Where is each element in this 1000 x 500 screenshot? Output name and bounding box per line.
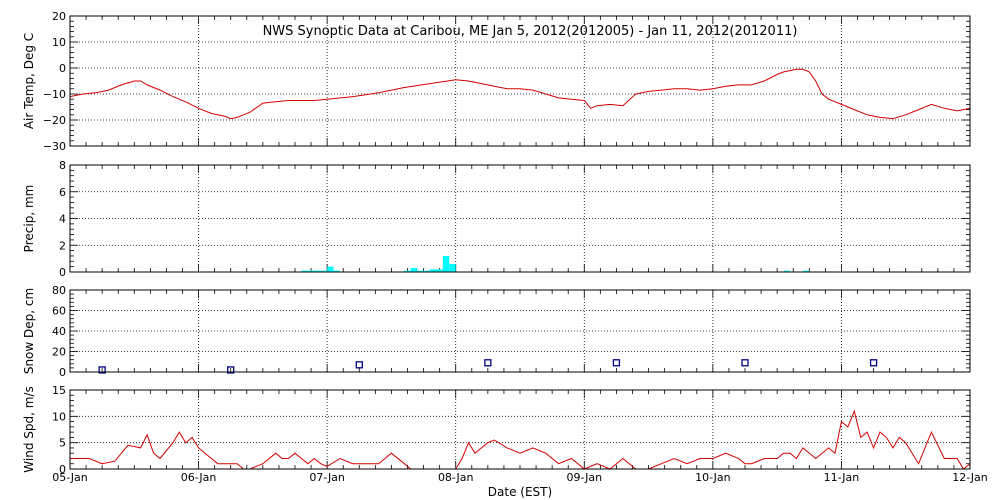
x-tick-label: 05-Jan <box>52 471 88 484</box>
precip-bar <box>410 267 418 272</box>
precip-ytick-label: 0 <box>59 266 66 279</box>
air-temp-ytick-label: −20 <box>43 114 66 127</box>
x-axis-label: Date (EST) <box>488 485 552 499</box>
snow-depth-ytick-label: 80 <box>52 284 66 297</box>
air-temp-series-line <box>69 68 971 120</box>
x-tick-label: 08-Jan <box>438 471 474 484</box>
precip-ytick-label: 4 <box>59 213 66 226</box>
air-temp-frame <box>69 15 971 147</box>
wind-speed-series-line <box>70 409 971 470</box>
precip-bar <box>320 270 328 272</box>
wind-speed-ytick-label: 0 <box>59 463 66 476</box>
snow-depth-ytick-label: 0 <box>59 366 66 379</box>
snow-depth-point <box>227 366 235 374</box>
air-temp-ytick-label: 10 <box>52 36 66 49</box>
precip-frame <box>69 164 971 273</box>
x-tick-label: 09-Jan <box>567 471 603 484</box>
air-temp-ytick-label: 20 <box>52 10 66 23</box>
precip-bar <box>430 269 437 272</box>
precip-bar <box>333 270 340 272</box>
snow-depth-point <box>869 359 878 367</box>
wind-speed-frame <box>69 389 971 470</box>
snow-depth-point <box>741 359 749 367</box>
chart-title: NWS Synoptic Data at Caribou, ME Jan 5, … <box>263 24 798 39</box>
snow-depth-ytick-label: 20 <box>52 346 66 359</box>
x-tick-label: 07-Jan <box>309 471 345 484</box>
precip-bar <box>314 270 321 272</box>
precip-bar <box>449 263 456 272</box>
precip-bar <box>802 270 810 272</box>
snow-depth-frame <box>69 289 971 373</box>
precip-ytick-label: 8 <box>59 159 66 172</box>
wind-speed-ytick-label: 5 <box>59 437 66 450</box>
snow-depth-ytick-label: 40 <box>52 325 66 338</box>
snow-depth-point <box>612 359 621 367</box>
x-tick-label: 06-Jan <box>181 471 217 484</box>
wind-speed-ylabel: Wind Spd, m/s <box>22 386 36 472</box>
air-temp-ytick-label: −30 <box>43 140 66 153</box>
precip-ytick-label: 6 <box>59 186 66 199</box>
snow-depth-ylabel: Snow Dep, cm <box>22 288 36 374</box>
precip-panel: 0 2 4 6 8 Precip, mm <box>22 159 971 279</box>
air-temp-ytick-label: 0 <box>59 62 66 75</box>
precip-bar <box>436 269 443 272</box>
wind-speed-panel: 0 5 10 15 Wind Spd, m/s <box>22 384 971 476</box>
precip-bar <box>307 270 315 272</box>
air-temp-ytick-label: −10 <box>43 88 66 101</box>
air-temp-panel: 20 10 0 −10 −20 −30 Air Temp, Deg C <box>22 10 971 153</box>
precip-ytick-label: 2 <box>59 239 66 252</box>
precip-ylabel: Precip, mm <box>22 185 36 253</box>
air-temp-ylabel: Air Temp, Deg C <box>22 33 36 129</box>
precip-bar <box>301 270 308 272</box>
precip-bar <box>442 255 450 272</box>
precip-bar <box>327 266 334 272</box>
snow-depth-point <box>98 366 106 374</box>
x-tick-label: 11-Jan <box>824 471 860 484</box>
snow-depth-panel: 0 20 40 60 80 Snow Dep, cm <box>22 284 971 379</box>
snow-depth-ytick-label: 60 <box>52 305 66 318</box>
snow-depth-point <box>484 359 492 367</box>
precip-bar <box>423 270 430 272</box>
precip-bar <box>404 270 411 272</box>
x-tick-label: 12-Jan <box>952 471 988 484</box>
wind-speed-ytick-label: 10 <box>52 410 66 423</box>
precip-bar <box>783 270 790 272</box>
wind-speed-ytick-label: 15 <box>52 384 66 397</box>
x-tick-label: 10-Jan <box>695 471 731 484</box>
snow-depth-point <box>355 361 363 369</box>
precip-bar <box>417 270 424 272</box>
